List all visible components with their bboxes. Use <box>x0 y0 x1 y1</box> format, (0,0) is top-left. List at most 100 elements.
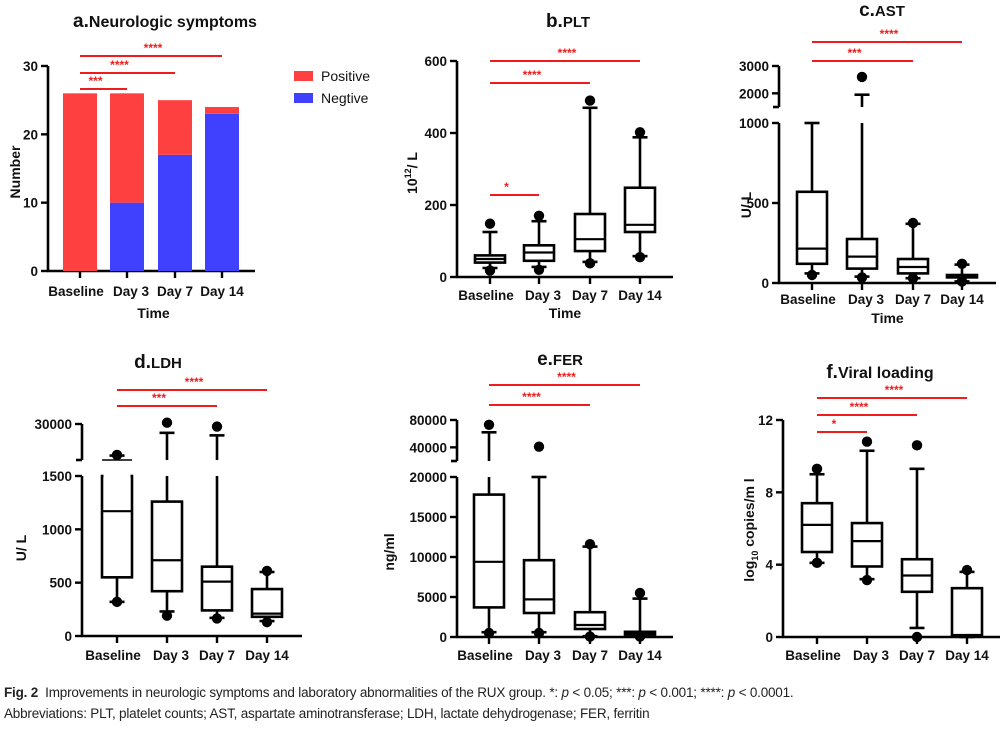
x-tick-label: Day 3 <box>525 648 562 663</box>
x-tick-label: Day 7 <box>572 288 608 303</box>
significance-annotations: ******* <box>812 27 962 62</box>
outlier-point <box>956 258 968 269</box>
x-tick-label: Day 14 <box>245 648 289 663</box>
caption-p: p <box>727 685 736 700</box>
outlier-point <box>956 276 968 287</box>
outlier-point <box>811 463 823 475</box>
y-tick-label: 0 <box>439 630 447 645</box>
box-day-3 <box>845 71 879 283</box>
x-tick-label: Baseline <box>785 648 841 663</box>
panel-e: e.FER 0 5000 10000 15000 20000 40000 80000 Basel… <box>381 349 673 670</box>
y-tick-label: 200 <box>424 198 447 213</box>
bar-positive-day-14 <box>205 107 239 114</box>
box-day-7 <box>900 440 934 643</box>
y-tick-label: 20 <box>23 127 38 142</box>
box-iqr <box>150 500 184 593</box>
outlier-point <box>484 265 496 276</box>
caption-threshold: < 0.0001. <box>735 685 794 700</box>
outlier-point <box>261 565 273 577</box>
outlier-point <box>484 218 496 229</box>
outlier-point <box>907 273 919 284</box>
significance-label: **** <box>885 383 904 397</box>
outlier-point <box>861 436 873 447</box>
y-tick-label: 10000 <box>409 550 447 565</box>
title-text: FER <box>553 352 583 369</box>
box-day-14 <box>623 587 657 642</box>
outlier-point <box>211 613 223 624</box>
y-tick-label: 5000 <box>417 590 447 605</box>
box-iqr <box>795 190 829 266</box>
y-tick-label: 8 <box>765 485 773 500</box>
outlier-point <box>211 421 223 432</box>
chart-title: d.LDH <box>134 352 182 373</box>
significance-label: * <box>832 417 837 431</box>
x-tick-label: Day 3 <box>113 284 150 299</box>
legend-swatch-positive <box>294 71 313 81</box>
y-tick-label: 400 <box>424 126 447 141</box>
x-axis-label: Time <box>549 305 582 321</box>
significance-label: *** <box>88 74 102 88</box>
y-tick-label: 1500 <box>42 469 72 484</box>
significance-annotations: ********* <box>490 46 640 196</box>
y-axis-label: Number <box>7 145 23 198</box>
significance-annotations: **** **** <box>489 370 640 406</box>
x-tick-label: Day 7 <box>572 648 608 663</box>
box-baseline <box>472 419 506 639</box>
x-tick-label: Day 14 <box>618 648 662 663</box>
x-axis-label: Time <box>176 667 209 670</box>
chart-title: a.Neurologic symptoms <box>73 11 257 32</box>
x-tick-label: Day 14 <box>940 292 984 307</box>
box-day-3 <box>850 436 884 586</box>
caption-p: p <box>638 685 646 700</box>
box-iqr <box>472 493 506 609</box>
bar-positive-day-7 <box>158 100 192 155</box>
title-text: Neurologic symptoms <box>89 14 257 31</box>
box-iqr <box>100 474 134 579</box>
y-tick-label: 40000 <box>409 440 447 455</box>
box-baseline <box>473 218 507 276</box>
significance-label: **** <box>850 400 869 414</box>
panel-c: c.AST 0 500 1000 2000 3000 Baseline Day 3 Day 7 D… <box>738 0 996 326</box>
y-tick-label: 30000 <box>34 417 72 432</box>
title-prefix: c. <box>859 0 875 21</box>
chart-title: e.FER <box>537 349 583 370</box>
outlier-point <box>861 574 873 586</box>
legend-swatch-negtive <box>294 93 313 103</box>
box-iqr <box>200 565 234 612</box>
y-tick-label: 2000 <box>739 86 769 101</box>
box-iqr <box>845 237 879 270</box>
significance-annotations: *********** <box>80 41 222 90</box>
significance-label: **** <box>558 46 577 60</box>
x-tick-label: Baseline <box>780 292 836 307</box>
y-label-script: 10 <box>750 551 760 561</box>
outlier-point <box>111 596 123 608</box>
y-label-script: 12 <box>403 168 413 178</box>
outlier-point <box>584 95 596 106</box>
box-day-3 <box>522 441 556 639</box>
significance-label: **** <box>880 27 899 41</box>
y-axis-label: 1012/ L <box>403 152 420 194</box>
x-tick-label: Day 7 <box>895 292 931 307</box>
y-tick-label: 0 <box>765 630 773 645</box>
x-tick-label: Day 3 <box>525 288 562 303</box>
title-prefix: e. <box>537 349 553 370</box>
x-axis-label: Time <box>875 667 908 670</box>
x-tick-label: Day 7 <box>199 648 235 663</box>
x-tick-label: Day 14 <box>200 284 244 299</box>
outlier-point <box>911 440 923 451</box>
box-day-14 <box>945 258 979 287</box>
caption-text: Improvements in neurologic symptoms and … <box>45 685 562 700</box>
significance-annotations: ********* <box>817 383 967 433</box>
outlier-point <box>961 564 973 576</box>
outlier-point <box>161 610 173 621</box>
outlier-point <box>806 269 818 281</box>
title-text: PLT <box>563 14 590 31</box>
outlier-point <box>533 264 545 275</box>
y-tick-label: 500 <box>49 576 72 591</box>
significance-label: **** <box>144 41 163 55</box>
caption-threshold: < 0.001; ****: <box>645 685 728 700</box>
outlier-point <box>584 258 596 269</box>
title-text: AST <box>875 3 905 20</box>
y-tick-label: 12 <box>758 413 773 428</box>
y-label-unit: / L <box>404 152 420 169</box>
